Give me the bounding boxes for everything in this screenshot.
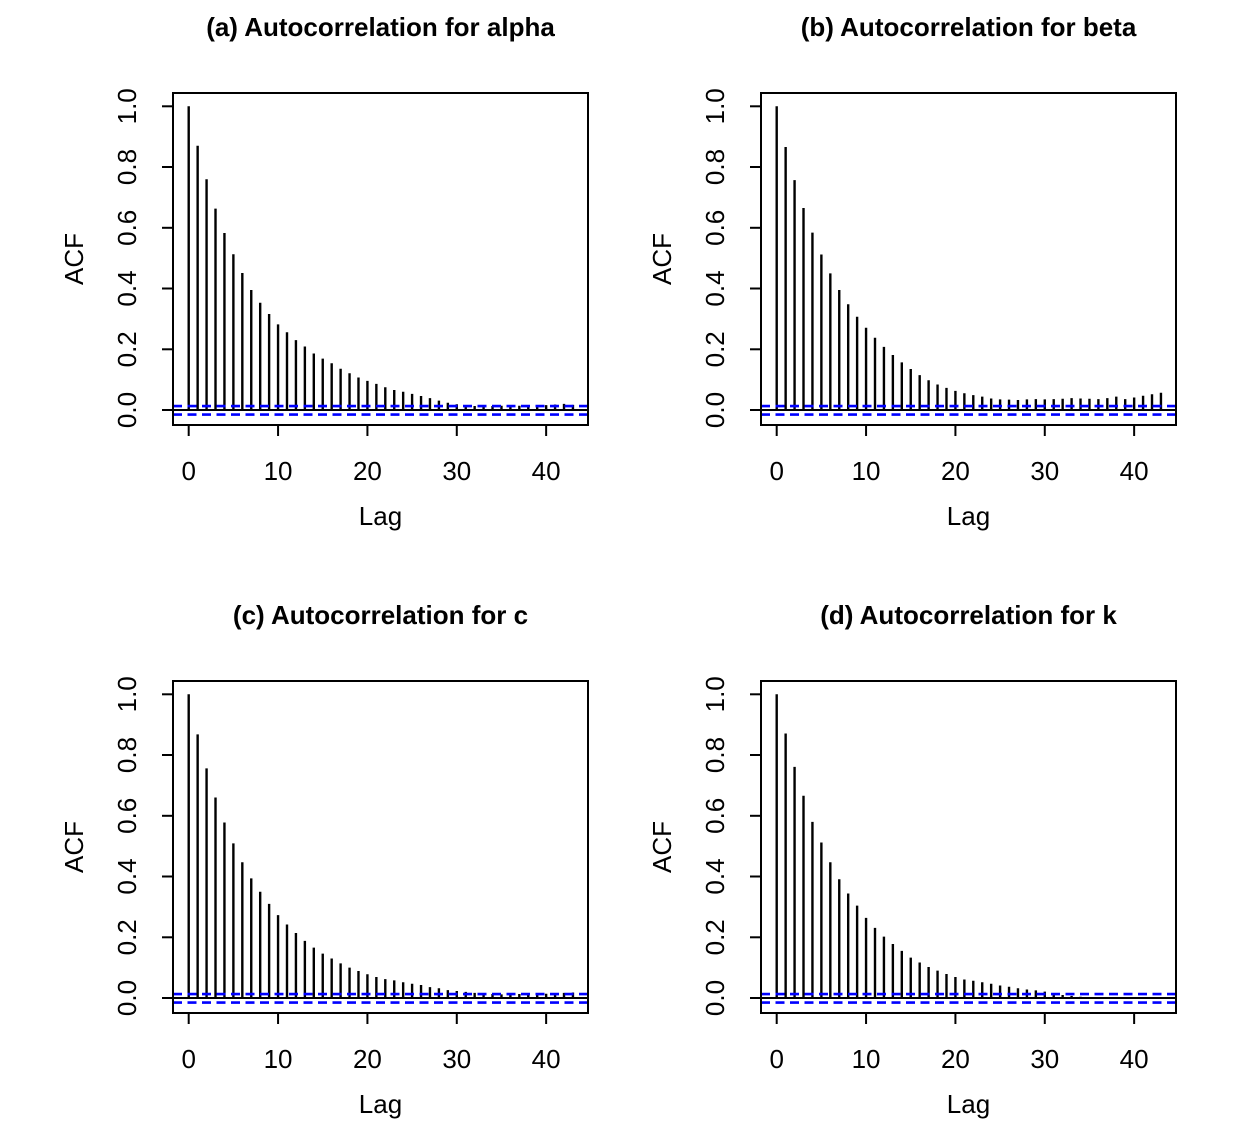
x-axis-label: Lag	[359, 501, 402, 531]
y-tick-label: 0.2	[700, 331, 730, 367]
y-tick-label: 0.6	[112, 798, 142, 834]
x-tick-label: 0	[181, 456, 195, 486]
acf-bars	[187, 694, 575, 998]
x-tick-label: 10	[852, 1044, 881, 1074]
acf-plot-alpha: 0 10 20 30 40 0.0 0.2 0.4 0.6 0.8 1.0 ACF Lag	[59, 88, 589, 531]
y-axis-label: ACF	[59, 821, 89, 873]
acf-bars	[775, 694, 1163, 998]
acf-plot-c: 0 10 20 30 40 0.0 0.2 0.4 0.6 0.8 1.0 ACF Lag	[59, 676, 589, 1119]
plot-box	[172, 92, 589, 426]
y-tick-label: 1.0	[700, 88, 730, 124]
acf-plot-beta: 0 10 20 30 40 0.0 0.2 0.4 0.6 0.8 1.0 ACF Lag	[647, 88, 1177, 531]
y-tick-label: 0.4	[700, 270, 730, 306]
x-tick-label: 40	[532, 456, 561, 486]
x-tick-label: 30	[1030, 1044, 1059, 1074]
y-tick-label: 0.6	[112, 210, 142, 246]
x-tick-label: 0	[181, 1044, 195, 1074]
panel-title-beta: (b) Autocorrelation for beta	[800, 12, 1137, 42]
x-tick-label: 20	[353, 456, 382, 486]
x-tick-label: 40	[532, 1044, 561, 1074]
y-tick-label: 1.0	[112, 676, 142, 712]
x-tick-label: 20	[353, 1044, 382, 1074]
y-tick-label: 0.8	[700, 149, 730, 185]
y-tick-label: 0.6	[700, 210, 730, 246]
y-tick-label: 0.2	[112, 331, 142, 367]
y-tick-label: 0.0	[700, 392, 730, 428]
y-tick-label: 0.2	[112, 919, 142, 955]
x-tick-label: 0	[769, 1044, 783, 1074]
panel-k: (d) Autocorrelation for k 0 10 20 30 40 0.0 0.…	[588, 588, 1238, 1130]
panel-c: (c) Autocorrelation for c 0 10 20 30 40 0.0 0.…	[0, 588, 650, 1130]
plot-box	[760, 92, 1177, 426]
x-tick-label: 10	[264, 456, 293, 486]
x-tick-label: 30	[442, 456, 471, 486]
panel-title-k: (d) Autocorrelation for k	[820, 600, 1117, 630]
x-tick-label: 20	[941, 456, 970, 486]
plot-box	[760, 680, 1177, 1014]
y-axis-label: ACF	[647, 821, 677, 873]
x-axis-label: Lag	[359, 1089, 402, 1119]
x-tick-label: 40	[1120, 456, 1149, 486]
y-axis-label: ACF	[647, 233, 677, 285]
x-tick-label: 10	[264, 1044, 293, 1074]
y-tick-label: 0.8	[112, 737, 142, 773]
y-tick-label: 0.8	[700, 737, 730, 773]
y-tick-label: 0.4	[112, 270, 142, 306]
x-axis-label: Lag	[947, 501, 990, 531]
y-tick-label: 0.4	[700, 858, 730, 894]
acf-bars	[187, 106, 575, 410]
x-tick-label: 30	[442, 1044, 471, 1074]
acf-bars	[775, 106, 1163, 410]
y-tick-label: 0.6	[700, 798, 730, 834]
y-tick-label: 0.8	[112, 149, 142, 185]
x-tick-label: 20	[941, 1044, 970, 1074]
y-tick-label: 0.0	[112, 980, 142, 1016]
y-tick-label: 1.0	[700, 676, 730, 712]
y-tick-label: 0.2	[700, 919, 730, 955]
y-tick-label: 0.0	[700, 980, 730, 1016]
x-axis-label: Lag	[947, 1089, 990, 1119]
panel-alpha: (a) Autocorrelation for alpha 0 10 20 30 40 0…	[0, 0, 650, 542]
panel-title-alpha: (a) Autocorrelation for alpha	[206, 12, 555, 42]
acf-plot-k: 0 10 20 30 40 0.0 0.2 0.4 0.6 0.8 1.0 ACF Lag	[647, 676, 1177, 1119]
panel-beta: (b) Autocorrelation for beta 0 10 20 30 40 0.…	[588, 0, 1238, 542]
y-axis-label: ACF	[59, 233, 89, 285]
x-tick-label: 40	[1120, 1044, 1149, 1074]
x-tick-label: 30	[1030, 456, 1059, 486]
y-tick-label: 0.4	[112, 858, 142, 894]
x-tick-label: 10	[852, 456, 881, 486]
x-tick-label: 0	[769, 456, 783, 486]
plot-box	[172, 680, 589, 1014]
y-tick-label: 0.0	[112, 392, 142, 428]
panel-title-c: (c) Autocorrelation for c	[232, 600, 529, 630]
y-tick-label: 1.0	[112, 88, 142, 124]
